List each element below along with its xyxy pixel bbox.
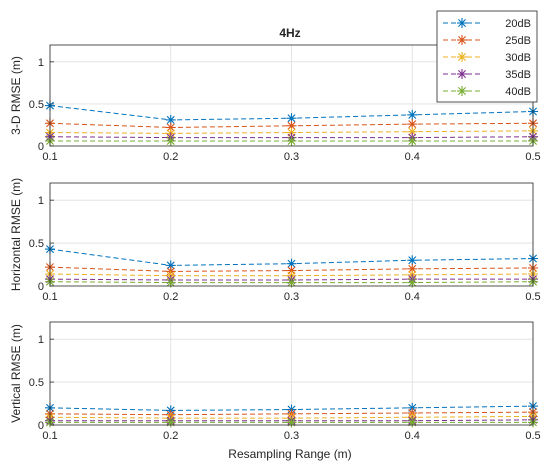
x-tick-label: 0.5 <box>525 151 540 163</box>
x-axis-label: Resampling Range (m) <box>228 447 351 461</box>
subplots: 0.1 0.2 0.3 0.4 0.500.513-D RMSE (m)0.1 0.2 0.… <box>9 44 541 442</box>
y-tick-label: 0 <box>38 141 44 153</box>
y-tick-label: 0.5 <box>29 238 44 250</box>
x-tick-label: 0.1 <box>42 151 57 163</box>
data-point <box>165 114 176 125</box>
legend-entry-35dB: 35dB <box>443 69 531 81</box>
x-tick-label: 0.3 <box>284 291 299 303</box>
y-tick-label: 1 <box>38 195 44 207</box>
data-point <box>286 113 297 124</box>
x-tick-label: 0.5 <box>525 430 540 442</box>
series-20dB <box>45 244 538 271</box>
y-tick-label: 1 <box>38 57 44 69</box>
legend: 20dB 25dB 30dB 35dB 40dB <box>436 10 538 103</box>
y-axis-label: Vertical RMSE (m) <box>9 324 23 423</box>
data-point <box>286 277 297 288</box>
data-point <box>407 109 418 120</box>
legend-label: 25dB <box>505 35 531 47</box>
y-tick-label: 0.5 <box>29 99 44 111</box>
data-point <box>407 126 418 137</box>
y-tick-label: 1 <box>38 334 44 346</box>
x-tick-label: 0.4 <box>405 291 420 303</box>
subplot-3: 0.1 0.2 0.3 0.4 0.5 0 0.5 1 Vertical RMSE (m) <box>9 321 541 442</box>
y-tick-label: 0 <box>38 420 44 432</box>
legend-marker <box>457 18 467 28</box>
x-tick-label: 0.2 <box>163 430 178 442</box>
x-tick-label: 0.2 <box>163 291 178 303</box>
x-tick-label: 0.2 <box>163 151 178 163</box>
legend-label: 30dB <box>505 52 531 64</box>
legend-entry-25dB: 25dB <box>443 35 531 47</box>
legend-label: 20dB <box>505 18 531 30</box>
legend-marker <box>457 86 467 96</box>
data-point <box>165 135 176 146</box>
legend-entry-40dB: 40dB <box>443 86 531 98</box>
x-tick-label: 0.5 <box>525 291 540 303</box>
y-tick-label: 0.5 <box>29 377 44 389</box>
data-point <box>286 135 297 146</box>
legend-entry-20dB: 20dB <box>443 18 531 30</box>
data-point <box>165 417 176 428</box>
x-tick-label: 0.4 <box>405 151 420 163</box>
x-tick-label: 0.1 <box>42 291 57 303</box>
axes-box <box>49 321 534 426</box>
legend-marker <box>457 69 467 79</box>
legend-label: 40dB <box>505 86 531 98</box>
x-tick-label: 0.3 <box>284 151 299 163</box>
axes-box <box>49 182 534 287</box>
data-point <box>286 417 297 428</box>
legend-marker <box>457 35 467 45</box>
y-tick-label: 0 <box>38 281 44 293</box>
data-point <box>407 119 418 130</box>
subplot-2: 0.1 0.2 0.3 0.4 0.5 0 0.5 1 Horizontal RMSE (m) <box>9 178 541 303</box>
data-point <box>407 135 418 146</box>
data-point <box>407 417 418 428</box>
legend-marker <box>457 52 467 62</box>
legend-label: 35dB <box>505 69 531 81</box>
x-tick-label: 0.3 <box>284 430 299 442</box>
x-tick-label: 0.4 <box>405 430 420 442</box>
figure-title: 4Hz <box>279 26 300 40</box>
y-axis-label: Horizontal RMSE (m) <box>9 178 23 291</box>
data-point <box>407 255 418 266</box>
legend-entry-30dB: 30dB <box>443 52 531 64</box>
x-tick-label: 0.1 <box>42 430 57 442</box>
y-axis-label: 3-D RMSE (m) <box>9 56 23 135</box>
